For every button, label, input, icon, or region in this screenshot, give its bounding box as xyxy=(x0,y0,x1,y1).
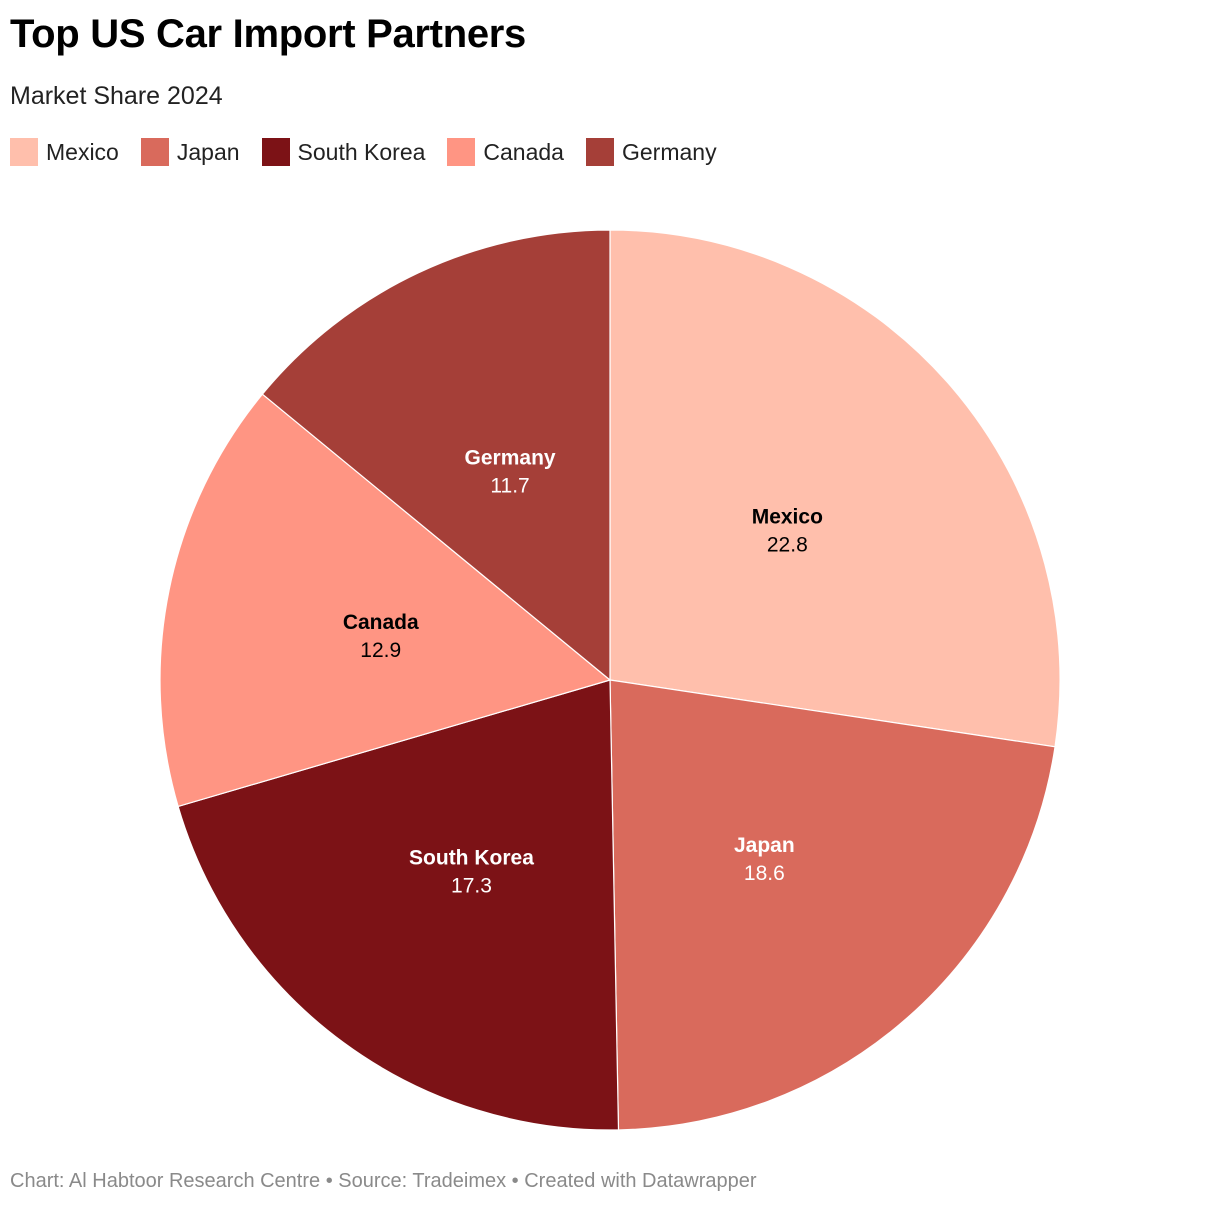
legend-label: Japan xyxy=(176,138,240,165)
chart-subtitle: Market Share 2024 xyxy=(10,82,223,110)
legend-swatch xyxy=(261,138,290,166)
slice-label: Canada xyxy=(343,611,419,634)
pie-slice-canada xyxy=(159,393,612,808)
slice-value-label: 18.6 xyxy=(744,862,785,885)
slice-label: Germany xyxy=(465,446,556,469)
legend-item-mexico: Mexico xyxy=(10,138,119,166)
legend-label: Germany xyxy=(621,138,717,165)
legend-item-germany: Germany xyxy=(585,138,717,166)
chart-footer: Chart: Al Habtoor Research Centre • Sour… xyxy=(10,1170,757,1192)
slice-label: Japan xyxy=(734,834,795,857)
slice-value-label: 11.7 xyxy=(490,474,529,497)
legend-item-south-korea: South Korea xyxy=(261,138,426,166)
slice-value-label: 22.8 xyxy=(767,533,808,556)
legend-label: South Korea xyxy=(297,138,426,165)
legend-item-canada: Canada xyxy=(447,138,564,166)
legend: Mexico Japan South Korea Canada Germany xyxy=(10,138,717,166)
pie-slice-germany xyxy=(261,229,611,682)
legend-label: Mexico xyxy=(46,138,119,165)
legend-item-japan: Japan xyxy=(140,138,240,166)
legend-swatch xyxy=(10,138,38,166)
legend-swatch xyxy=(140,138,169,166)
pie-chart: Mexico 22.8 Japan 18.6 South Korea 17.3 Canada… xyxy=(159,229,1061,1131)
pie-slice-mexico xyxy=(609,229,1061,748)
pie-slice-south-korea xyxy=(177,679,620,1131)
legend-label: Canada xyxy=(483,138,564,165)
legend-swatch xyxy=(585,138,614,166)
legend-swatch xyxy=(447,138,476,166)
slice-label: Mexico xyxy=(752,505,823,528)
slice-value-label: 17.3 xyxy=(451,875,492,898)
chart-title: Top US Car Import Partners xyxy=(10,12,526,56)
slice-value-label: 12.9 xyxy=(360,639,401,662)
pie-slice-japan xyxy=(609,679,1056,1131)
slice-label: South Korea xyxy=(409,847,534,870)
